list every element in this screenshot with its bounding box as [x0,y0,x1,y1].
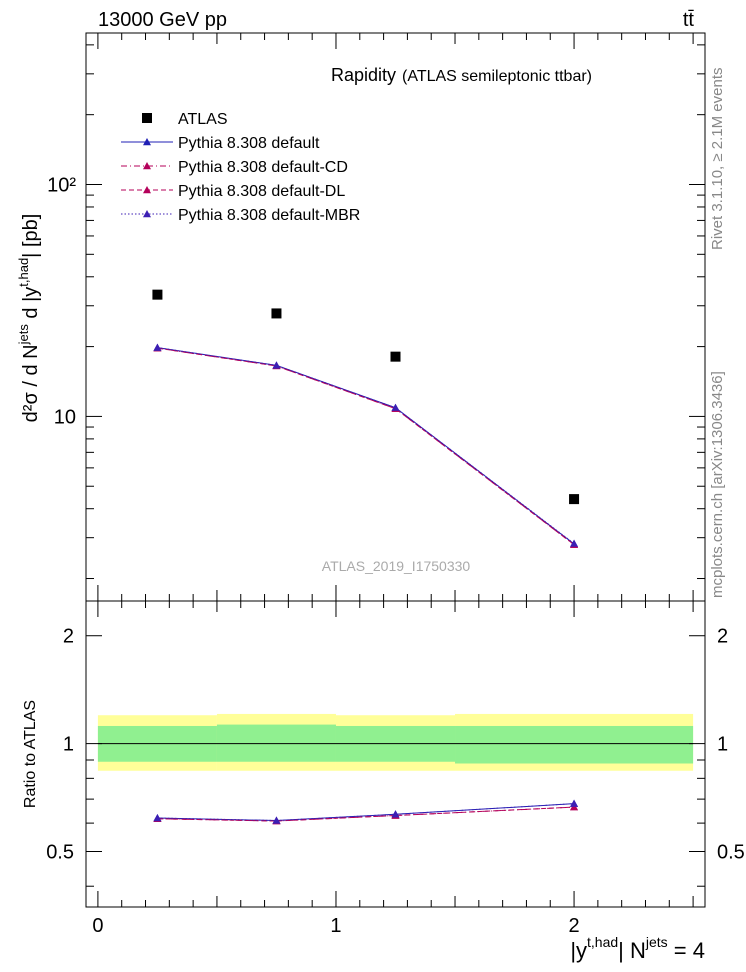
legend-label: Pythia 8.308 default-DL [178,183,345,200]
ratio-series-marker [272,816,281,824]
upper-y-tick-label: 10² [47,174,76,196]
series-line [157,347,575,545]
series-marker [570,539,579,547]
ratio-y-tick-label-right: 2 [717,626,728,648]
x-axis-label: |yt,had| Njets = 4 [570,934,705,963]
ratio-plot-panel: 0.5 0.5 1 1 2 2 Ratio to ATLAS [22,600,745,908]
legend-label: Pythia 8.308 default [178,135,320,152]
series-line [157,347,575,544]
upper-y-tick-label: 10 [54,406,76,428]
ratio-inner-band [455,725,694,764]
plot-subtitle: (ATLAS semileptonic ttbar) [402,68,592,85]
ratio-series-line [157,806,575,822]
legend-label: ATLAS [178,111,228,128]
ratio-y-tick-label-right: 0.5 [717,841,745,863]
legend-marker-atlas [142,113,152,123]
legend-marker [143,138,151,146]
legend-label: Pythia 8.308 default-MBR [178,207,360,224]
main-plot-panel: 10 10² Rapidity (ATLAS semileptonic ttbar… [16,32,706,602]
ratio-series-marker [391,810,400,818]
data-point-atlas [271,308,282,319]
x-tick-label: 1 [330,915,341,937]
ratio-y-tick-label: 0.5 [46,841,74,863]
legend-marker [143,186,151,194]
ratio-series-marker [153,814,162,822]
data-point-atlas [152,289,163,300]
legend: ATLAS Pythia 8.308 default Pythia 8.308 de… [121,111,360,224]
upper-y-axis-label: d²σ / d Njets d |yt,had| [pb] [16,214,42,423]
data-point-atlas [390,351,401,362]
legend-marker [143,162,151,170]
x-tick-label: 0 [92,915,103,937]
ratio-series-line [157,803,575,822]
ratio-plot-frame [85,600,706,908]
plot-title: Rapidity [331,65,396,85]
series-marker [272,361,281,369]
rivet-label: Rivet 3.1.10, ≥ 2.1M events [709,68,726,251]
data-point-atlas [569,494,580,505]
ratio-y-tick-label: 2 [63,626,74,648]
legend-marker [143,210,151,218]
energy-label: 13000 GeV pp [98,9,227,31]
x-tick-label: 2 [568,915,579,937]
series-line [157,347,575,546]
ratio-series-line [157,803,575,822]
analysis-id: ATLAS_2019_I1750330 [322,558,471,574]
process-label: tt̄ [683,9,695,31]
mcplots-label: mcplots.cern.ch [arXiv:1306.3436] [709,371,726,598]
ratio-y-axis-label: Ratio to ATLAS [22,700,39,808]
series-line [157,347,575,546]
series-marker [153,343,162,351]
ratio-y-tick-label: 1 [63,734,74,756]
ratio-y-tick-label-right: 1 [717,734,728,756]
ratio-series-marker [570,799,579,807]
legend-label: Pythia 8.308 default-CD [178,159,348,176]
series-marker [391,403,400,411]
